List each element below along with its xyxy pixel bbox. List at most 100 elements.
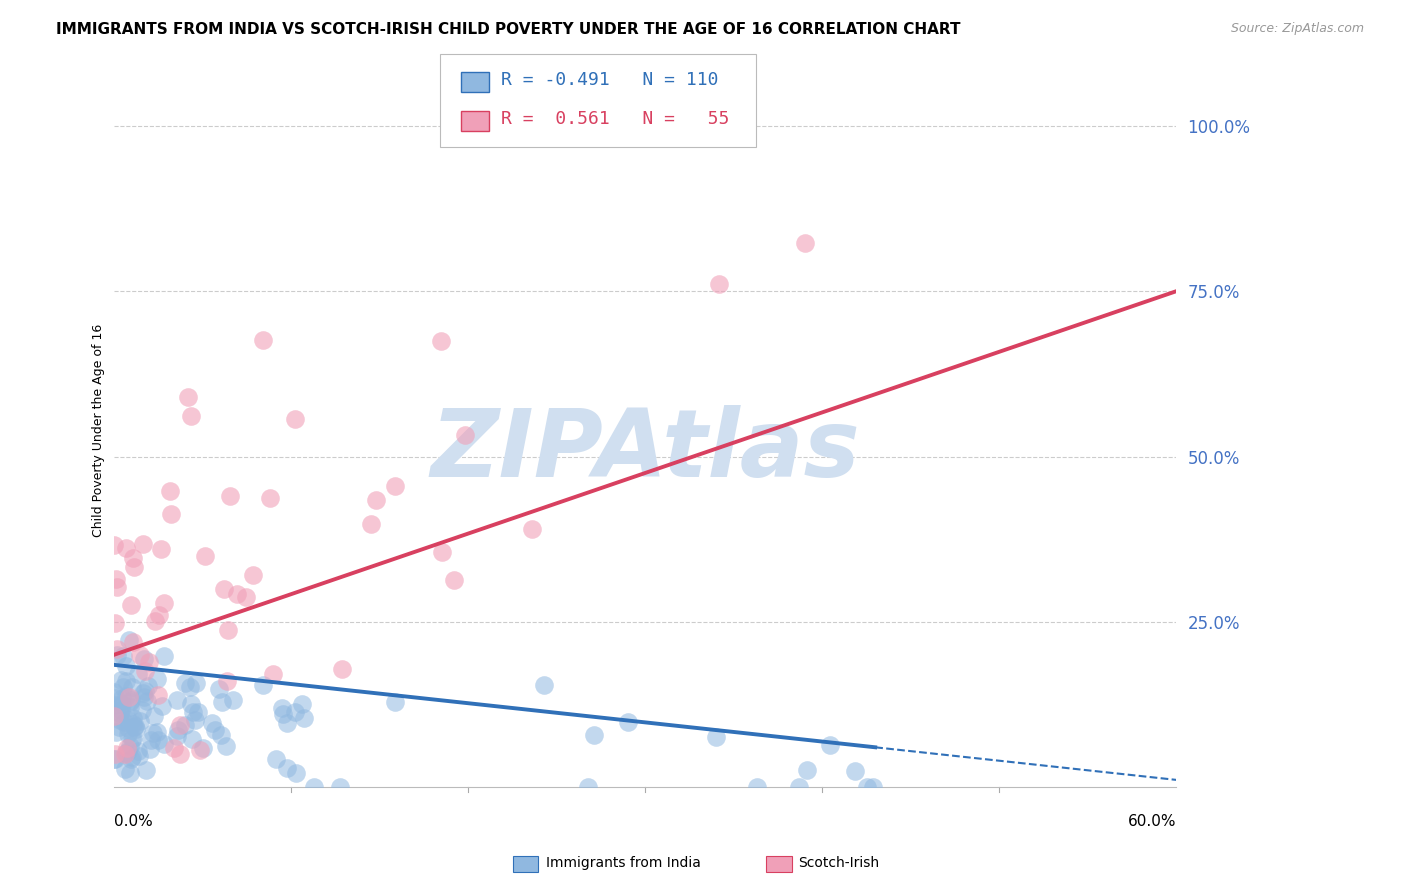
- Text: R = -0.491   N = 110: R = -0.491 N = 110: [501, 71, 718, 89]
- Point: [138, 656, 160, 670]
- Point: [271, 701, 294, 715]
- Point: [114, 541, 136, 555]
- Point: [148, 607, 170, 622]
- Point: [262, 667, 284, 681]
- Point: [115, 689, 138, 703]
- Point: [111, 691, 134, 706]
- Point: [707, 277, 730, 292]
- Text: R =  0.561   N =   55: R = 0.561 N = 55: [501, 110, 728, 128]
- Point: [179, 680, 201, 694]
- Point: [117, 727, 139, 741]
- Point: [121, 732, 143, 747]
- Point: [209, 728, 232, 742]
- Point: [183, 714, 205, 728]
- Point: [104, 752, 127, 766]
- Point: [118, 695, 141, 709]
- Point: [173, 676, 195, 690]
- Point: [131, 537, 153, 551]
- Point: [429, 334, 451, 348]
- Point: [284, 765, 307, 780]
- Point: [136, 694, 159, 708]
- Point: [105, 580, 128, 594]
- Point: [215, 739, 238, 754]
- Point: [215, 673, 238, 688]
- Point: [163, 741, 186, 756]
- Point: [108, 720, 131, 734]
- Point: [114, 762, 136, 776]
- Point: [114, 673, 136, 688]
- Point: [112, 680, 135, 694]
- Point: [149, 542, 172, 557]
- Point: [844, 764, 866, 778]
- Point: [855, 780, 877, 794]
- Point: [121, 635, 143, 649]
- Point: [132, 690, 155, 705]
- Point: [108, 706, 131, 720]
- Point: [122, 550, 145, 565]
- Point: [793, 235, 815, 250]
- Point: [134, 664, 156, 678]
- Point: [135, 763, 157, 777]
- Point: [134, 683, 156, 698]
- Point: [146, 689, 169, 703]
- Point: [114, 747, 136, 761]
- Point: [217, 623, 239, 637]
- Point: [704, 730, 727, 744]
- Point: [360, 516, 382, 531]
- Point: [122, 731, 145, 745]
- Point: [384, 478, 406, 492]
- Point: [862, 780, 884, 794]
- Point: [787, 780, 810, 794]
- Point: [118, 690, 141, 705]
- Point: [122, 711, 145, 725]
- Point: [139, 733, 162, 747]
- Point: [252, 678, 274, 692]
- Point: [159, 507, 181, 521]
- Point: [276, 715, 298, 730]
- Point: [264, 752, 287, 766]
- Point: [174, 718, 197, 732]
- Point: [132, 685, 155, 699]
- Point: [284, 411, 307, 425]
- Point: [124, 718, 146, 732]
- Point: [188, 743, 211, 757]
- Point: [430, 545, 453, 559]
- Point: [104, 747, 127, 761]
- Point: [284, 705, 307, 719]
- Point: [108, 713, 131, 727]
- Point: [111, 649, 134, 664]
- Point: [121, 680, 143, 694]
- Point: [259, 491, 281, 506]
- Point: [169, 718, 191, 732]
- Text: IMMIGRANTS FROM INDIA VS SCOTCH-IRISH CHILD POVERTY UNDER THE AGE OF 16 CORRELAT: IMMIGRANTS FROM INDIA VS SCOTCH-IRISH CH…: [56, 22, 960, 37]
- Point: [152, 738, 174, 752]
- Point: [747, 780, 769, 794]
- Point: [134, 651, 156, 665]
- Point: [818, 738, 841, 752]
- Point: [153, 596, 176, 610]
- Point: [136, 679, 159, 693]
- Point: [292, 711, 315, 725]
- Point: [180, 732, 202, 747]
- Point: [117, 713, 139, 727]
- Text: Scotch-Irish: Scotch-Irish: [799, 856, 880, 871]
- Point: [103, 752, 125, 766]
- Point: [128, 748, 150, 763]
- Point: [122, 717, 145, 731]
- Point: [330, 662, 353, 676]
- Point: [120, 752, 142, 766]
- Point: [129, 714, 152, 728]
- Point: [186, 676, 208, 690]
- Point: [107, 648, 129, 662]
- Point: [142, 708, 165, 723]
- Point: [329, 780, 352, 794]
- Point: [271, 706, 294, 721]
- Point: [105, 642, 128, 657]
- Point: [181, 705, 204, 719]
- Point: [242, 567, 264, 582]
- Point: [115, 740, 138, 755]
- Point: [796, 764, 818, 778]
- Point: [384, 695, 406, 709]
- Text: 60.0%: 60.0%: [1128, 814, 1177, 830]
- Point: [104, 691, 127, 706]
